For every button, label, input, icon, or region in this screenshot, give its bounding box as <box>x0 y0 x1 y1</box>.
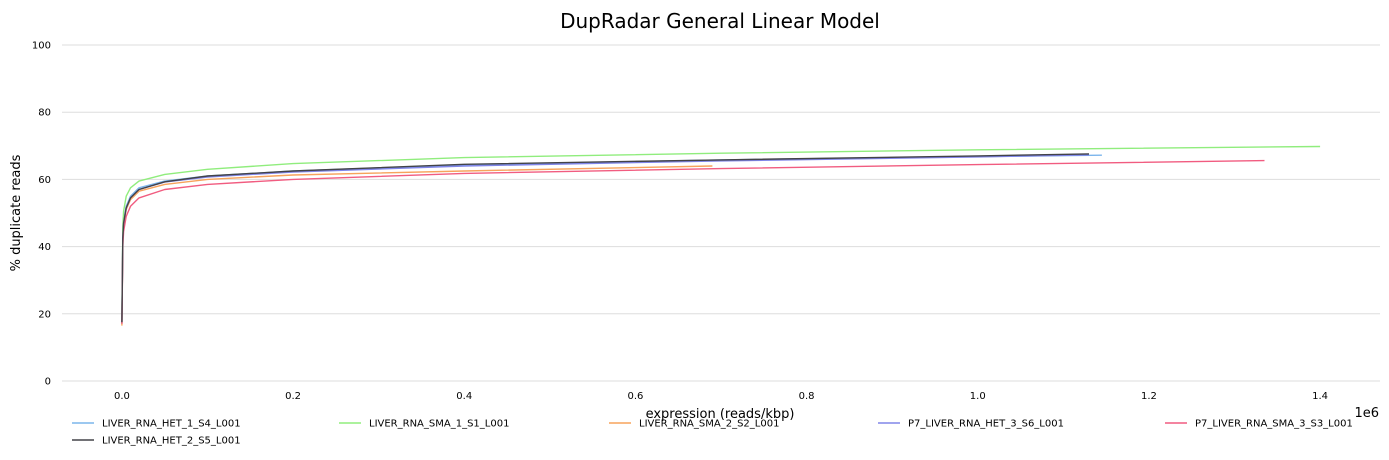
x-axis-label: expression (reads/kbp) <box>646 407 795 422</box>
series-line <box>121 154 1090 323</box>
legend-label: LIVER_RNA_HET_2_S5_L001 <box>102 436 241 447</box>
y-tick-label: 100 <box>32 41 51 52</box>
legend-label: P7_LIVER_RNA_HET_3_S6_L001 <box>908 419 1064 430</box>
series-line <box>121 159 1265 324</box>
legend-label: LIVER_RNA_SMA_2_S2_L001 <box>639 419 779 430</box>
series-line <box>121 165 713 326</box>
legend-label: LIVER_RNA_HET_1_S4_L001 <box>102 419 241 430</box>
x-tick-label: 1.4 <box>1312 391 1328 402</box>
chart-title: DupRadar General Linear Model <box>560 9 880 33</box>
y-tick-label: 60 <box>38 175 51 186</box>
x-tick-label: 1.2 <box>1141 391 1157 402</box>
x-tick-label: 0.0 <box>114 391 130 402</box>
x-tick-label: 0.2 <box>285 391 301 402</box>
series-line <box>121 145 1321 321</box>
legend-label: LIVER_RNA_SMA_1_S1_L001 <box>369 419 509 430</box>
x-axis-scale-label: 1e6 <box>1354 406 1379 421</box>
x-tick-label: 0.4 <box>456 391 472 402</box>
y-tick-label: 0 <box>45 377 51 388</box>
series-line <box>121 153 1090 323</box>
y-axis-label: % duplicate reads <box>9 154 24 271</box>
y-tick-label: 80 <box>38 108 51 119</box>
x-tick-label: 0.8 <box>799 391 815 402</box>
legend-label: P7_LIVER_RNA_SMA_3_S3_L001 <box>1195 419 1353 430</box>
grid-lines <box>62 44 1380 382</box>
x-tick-label: 1.0 <box>970 391 986 402</box>
series-lines <box>121 145 1321 326</box>
y-tick-label: 40 <box>38 242 51 253</box>
x-axis-ticks: 0.0 0.2 0.4 0.6 0.8 1.0 1.2 1.4 <box>114 391 1328 402</box>
y-axis-ticks: 0 20 40 60 80 100 <box>32 41 51 388</box>
x-tick-label: 0.6 <box>627 391 643 402</box>
legend: LIVER_RNA_HET_1_S4_L001 LIVER_RNA_SMA_1_S… <box>72 419 1353 447</box>
y-tick-label: 20 <box>38 309 51 320</box>
